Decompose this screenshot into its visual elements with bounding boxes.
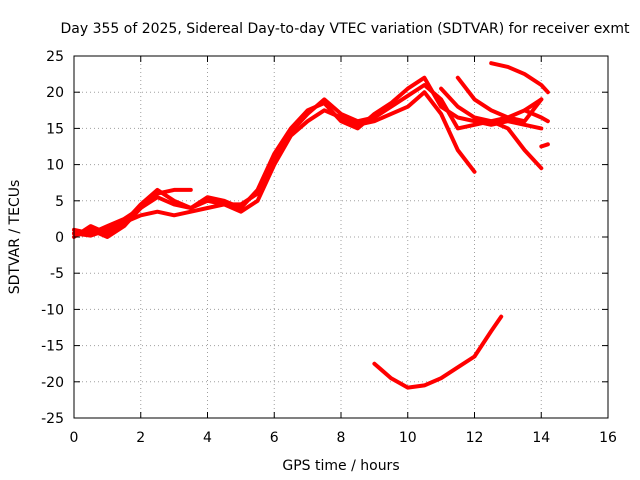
series-line-track-10 bbox=[372, 314, 504, 390]
y-tick-label: -10 bbox=[41, 302, 64, 318]
series-line-track-8 bbox=[522, 108, 550, 124]
y-axis-title: SDTVAR / TECUs bbox=[7, 180, 23, 295]
x-tick-label: 14 bbox=[532, 430, 550, 446]
series-layer bbox=[72, 61, 550, 390]
x-tick-label: 2 bbox=[136, 430, 145, 446]
x-tick-label: 12 bbox=[466, 430, 484, 446]
y-tick-label: -25 bbox=[41, 411, 64, 427]
x-tick-label: 16 bbox=[599, 430, 617, 446]
y-tick-label: -15 bbox=[41, 339, 64, 355]
y-tick-label: 25 bbox=[46, 49, 64, 65]
y-tick-label: 5 bbox=[55, 194, 64, 210]
y-tick-label: -20 bbox=[41, 375, 64, 391]
series-line-track-1 bbox=[72, 90, 477, 238]
series-line-track-4 bbox=[72, 187, 193, 239]
series-line-track-3 bbox=[72, 75, 544, 239]
ticks: 0 2 4 6 8 10 12 14 16 -25 -20 -15 -10 -5 0 5 10 15 20 25 bbox=[41, 49, 617, 446]
series-line-track-9 bbox=[539, 142, 550, 149]
x-axis-title: GPS time / hours bbox=[282, 458, 399, 474]
series-line-track-6 bbox=[455, 75, 544, 124]
y-tick-label: 10 bbox=[46, 158, 64, 174]
chart-title: Day 355 of 2025, Sidereal Day-to-day VTE… bbox=[61, 21, 631, 37]
series-line-track-5 bbox=[439, 86, 544, 171]
x-tick-label: 6 bbox=[270, 430, 279, 446]
x-tick-label: 8 bbox=[337, 430, 346, 446]
x-tick-label: 0 bbox=[70, 430, 79, 446]
y-tick-label: -5 bbox=[50, 266, 64, 282]
y-tick-label: 0 bbox=[55, 230, 64, 246]
series-line-track-7 bbox=[489, 61, 550, 95]
y-tick-label: 15 bbox=[46, 121, 64, 137]
series-line-track-2 bbox=[72, 83, 544, 236]
x-tick-label: 10 bbox=[399, 430, 417, 446]
x-tick-label: 4 bbox=[203, 430, 212, 446]
y-tick-label: 20 bbox=[46, 85, 64, 101]
